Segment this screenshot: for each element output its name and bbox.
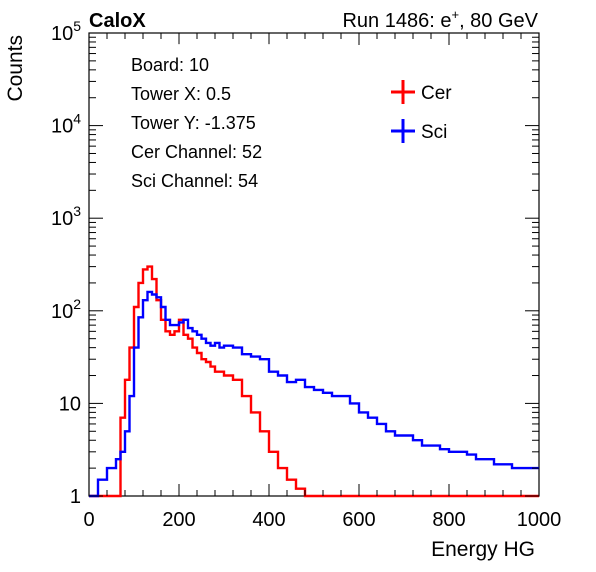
y-tick-label: 10	[59, 393, 81, 415]
run-label-prefix: Run 1486: e	[342, 10, 451, 32]
x-tick-label: 1000	[517, 509, 562, 531]
info-sci-channel: Sci Channel: 54	[131, 171, 258, 191]
run-label-superscript: +	[451, 7, 459, 22]
y-tick-label: 102	[51, 296, 81, 323]
x-tick-label: 200	[162, 509, 195, 531]
info-tower-y: Tower Y: -1.375	[131, 113, 256, 133]
y-tick-label: 105	[51, 18, 81, 45]
info-board: Board: 10	[131, 55, 209, 75]
x-tick-label: 600	[342, 509, 375, 531]
x-axis-label: Energy HG	[431, 538, 535, 561]
x-axis-ticks: 0 200 400 600 800 1000	[83, 33, 561, 531]
series-sci-line	[89, 290, 539, 498]
y-tick-label: 103	[51, 203, 81, 230]
experiment-label: CaloX	[89, 10, 146, 32]
legend: Cer Sci	[391, 80, 452, 143]
x-tick-label: 400	[252, 509, 285, 531]
run-label-suffix: , 80 GeV	[459, 10, 539, 32]
y-axis-label: Counts	[4, 35, 27, 102]
info-tower-x: Tower X: 0.5	[131, 84, 231, 104]
info-box	[120, 44, 358, 204]
legend-sci-marker	[391, 119, 415, 143]
legend-sci-label: Sci	[421, 122, 447, 143]
info-cer-channel: Cer Channel: 52	[131, 142, 262, 162]
series-layer	[89, 265, 539, 498]
y-tick-label: 104	[51, 111, 81, 138]
x-tick-label: 0	[83, 509, 94, 531]
y-tick-label: 1	[70, 486, 81, 508]
legend-cer-label: Cer	[421, 83, 452, 104]
run-label: Run 1486: e+, 80 GeV	[342, 7, 538, 32]
y-axis-ticks: 1 10 102 103 104 105	[51, 18, 539, 508]
series-cer-line	[89, 265, 539, 498]
legend-cer-marker	[391, 80, 415, 104]
x-tick-label: 800	[432, 509, 465, 531]
